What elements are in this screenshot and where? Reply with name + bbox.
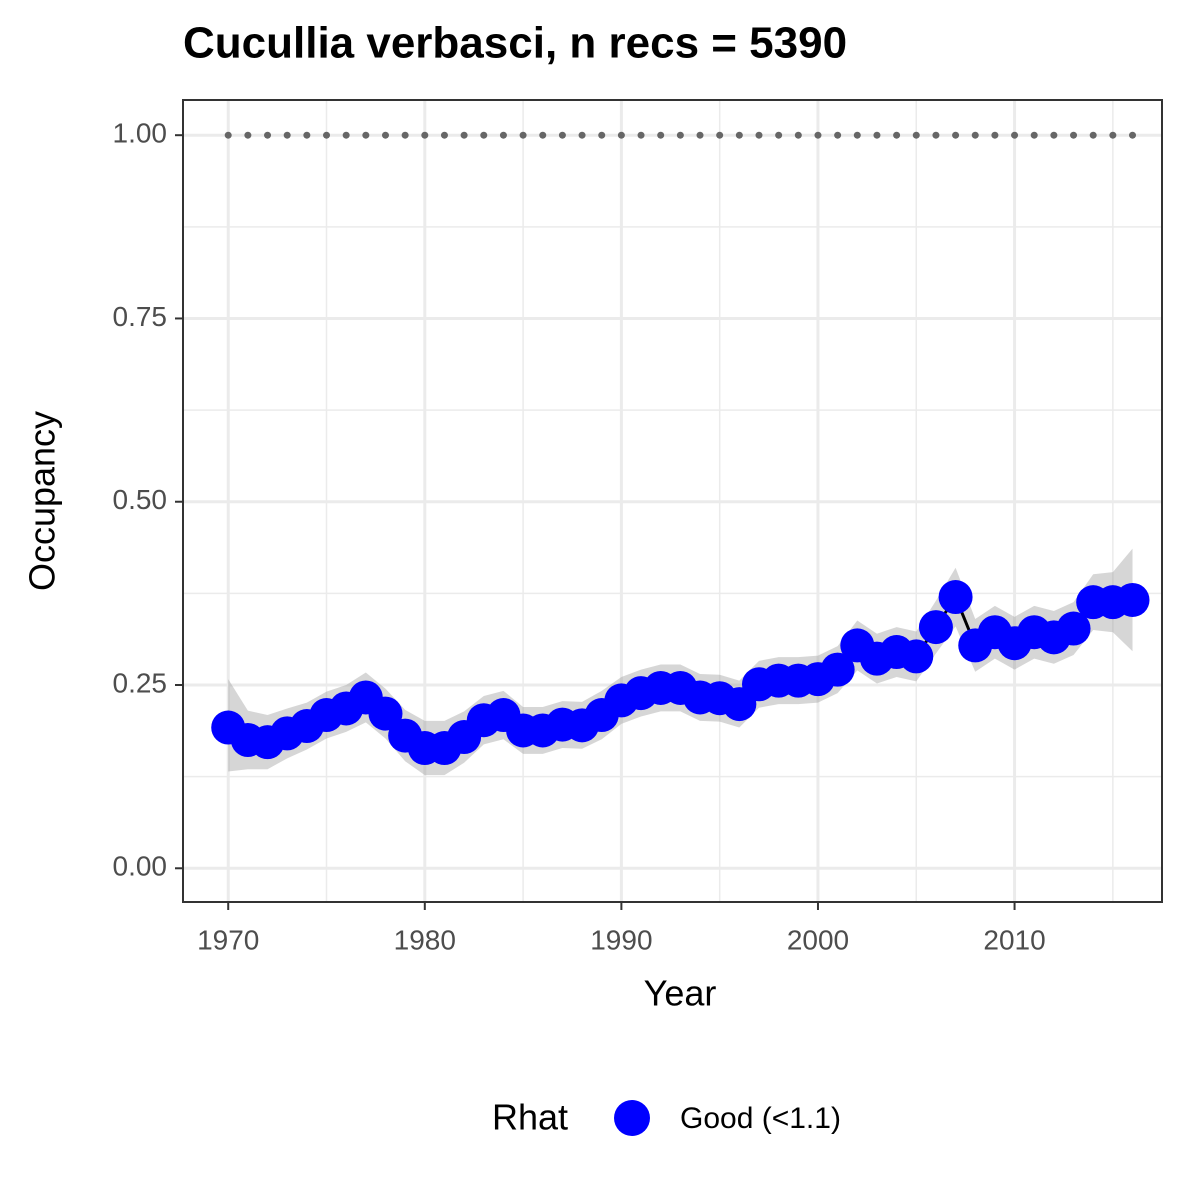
point [1115, 582, 1150, 617]
reference-dot [1089, 131, 1097, 139]
x-tick-label: 1980 [394, 924, 456, 955]
reference-dot [991, 131, 999, 139]
reference-dot [1070, 131, 1078, 139]
reference-dot [755, 131, 763, 139]
reference-dot [971, 131, 979, 139]
y-tick-label: 0.50 [113, 484, 168, 515]
legend-label: Good (<1.1) [680, 1102, 841, 1135]
reference-dot [834, 131, 842, 139]
reference-dot [952, 131, 960, 139]
y-tick-label: 0.00 [113, 851, 168, 882]
reference-dot [873, 131, 881, 139]
reference-dot [283, 131, 291, 139]
reference-dot [814, 131, 822, 139]
reference-dot [853, 131, 861, 139]
reference-dot [401, 131, 409, 139]
reference-dot [460, 131, 468, 139]
reference-dot [657, 131, 665, 139]
y-tick-label: 0.25 [113, 667, 168, 698]
reference-dot [480, 131, 488, 139]
reference-dot [637, 131, 645, 139]
reference-dot [893, 131, 901, 139]
x-tick-label: 1970 [197, 924, 259, 955]
reference-dot [1011, 131, 1019, 139]
reference-dot [735, 131, 743, 139]
point [820, 652, 855, 687]
point [899, 639, 934, 674]
reference-dot [696, 131, 704, 139]
legend-title: Rhat [492, 1097, 568, 1138]
x-axis-label: Year [644, 973, 717, 1014]
x-tick-label: 2000 [787, 924, 849, 955]
reference-dot [617, 131, 625, 139]
x-tick-label: 1990 [590, 924, 652, 955]
y-axis-label: Occupancy [22, 411, 63, 591]
point [368, 696, 403, 731]
plot-border [182, 99, 1163, 903]
reference-dot [362, 131, 370, 139]
reference-dot [421, 131, 429, 139]
reference-dot [264, 131, 272, 139]
reference-dot [912, 131, 920, 139]
reference-dot [224, 131, 232, 139]
reference-dot [539, 131, 547, 139]
reference-dot [578, 131, 586, 139]
point [918, 610, 953, 645]
reference-dot [244, 131, 252, 139]
reference-dot [1030, 131, 1038, 139]
reference-dot [1109, 131, 1117, 139]
reference-dot [342, 131, 350, 139]
reference-dot [1129, 131, 1137, 139]
reference-dot [676, 131, 684, 139]
reference-dot [794, 131, 802, 139]
point [1056, 611, 1091, 646]
legend-swatch [614, 1100, 650, 1136]
point [938, 580, 973, 615]
reference-dot [519, 131, 527, 139]
reference-dot [303, 131, 311, 139]
chart-title: Cucullia verbasci, n recs = 5390 [183, 19, 847, 68]
y-tick-label: 0.75 [113, 301, 168, 332]
reference-dot [323, 131, 331, 139]
x-tick-label: 2010 [983, 924, 1045, 955]
reference-dot [499, 131, 507, 139]
reference-dot [440, 131, 448, 139]
reference-dot [1050, 131, 1058, 139]
y-tick-label: 1.00 [113, 118, 168, 149]
reference-dot [775, 131, 783, 139]
reference-dot [558, 131, 566, 139]
confidence-band [228, 548, 1133, 776]
reference-dot [716, 131, 724, 139]
reference-dot [381, 131, 389, 139]
reference-dot [932, 131, 940, 139]
reference-dot [598, 131, 606, 139]
